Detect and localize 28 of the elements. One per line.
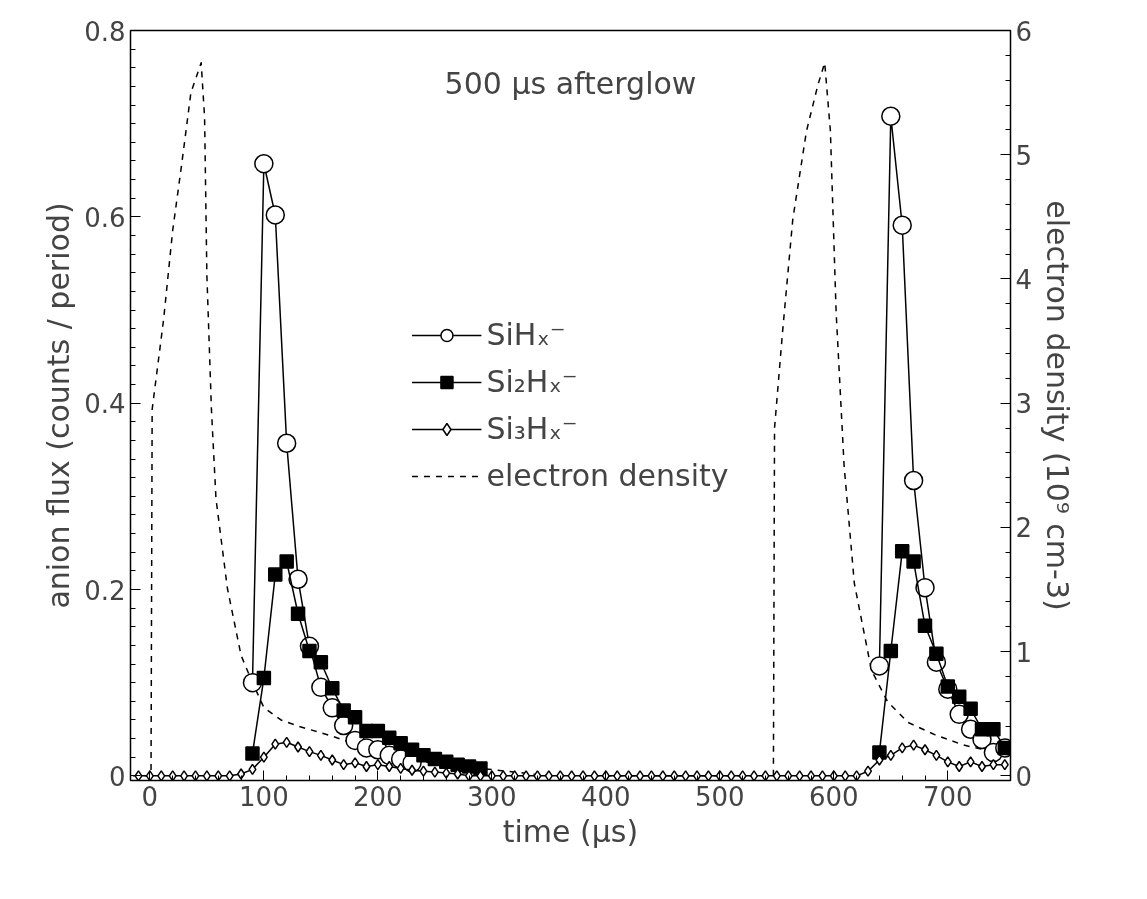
y2-tick-label: 1 bbox=[1015, 637, 1033, 668]
y2-tick-label: 0 bbox=[1015, 761, 1033, 792]
legend-label: Si₂Hₓ⁻ bbox=[486, 364, 578, 399]
x-tick-label: 0 bbox=[141, 781, 159, 812]
y2-tick-label: 4 bbox=[1015, 264, 1033, 295]
y2-axis-title: electron density (10⁹ cm-3) bbox=[1040, 200, 1076, 611]
y-tick-label: 0.6 bbox=[84, 202, 126, 233]
y-tick-label: 0.4 bbox=[84, 389, 126, 420]
x-tick-label: 700 bbox=[922, 781, 973, 812]
y-tick-label: 0.2 bbox=[84, 575, 126, 606]
x-tick-label: 200 bbox=[353, 781, 403, 812]
legend-label: SiHₓ⁻ bbox=[486, 317, 566, 352]
annotation: 500 μs afterglow bbox=[444, 65, 697, 101]
y2-tick-label: 3 bbox=[1015, 389, 1033, 420]
y2-tick-label: 6 bbox=[1015, 16, 1033, 47]
y-tick-label: 0.8 bbox=[84, 16, 126, 47]
x-axis-title: time (μs) bbox=[502, 813, 639, 849]
legend-label: Si₃Hₓ⁻ bbox=[486, 411, 578, 446]
y-tick-label: 0 bbox=[108, 761, 126, 792]
x-tick-label: 600 bbox=[809, 781, 859, 812]
y2-tick-label: 5 bbox=[1015, 140, 1033, 171]
x-tick-label: 300 bbox=[467, 781, 517, 812]
x-tick-label: 400 bbox=[581, 781, 631, 812]
legend-label: electron density bbox=[486, 458, 729, 493]
y-axis-title: anion flux (counts / period) bbox=[41, 202, 77, 609]
x-tick-label: 500 bbox=[695, 781, 745, 812]
x-tick-label: 100 bbox=[239, 781, 289, 812]
y2-tick-label: 2 bbox=[1015, 513, 1033, 544]
